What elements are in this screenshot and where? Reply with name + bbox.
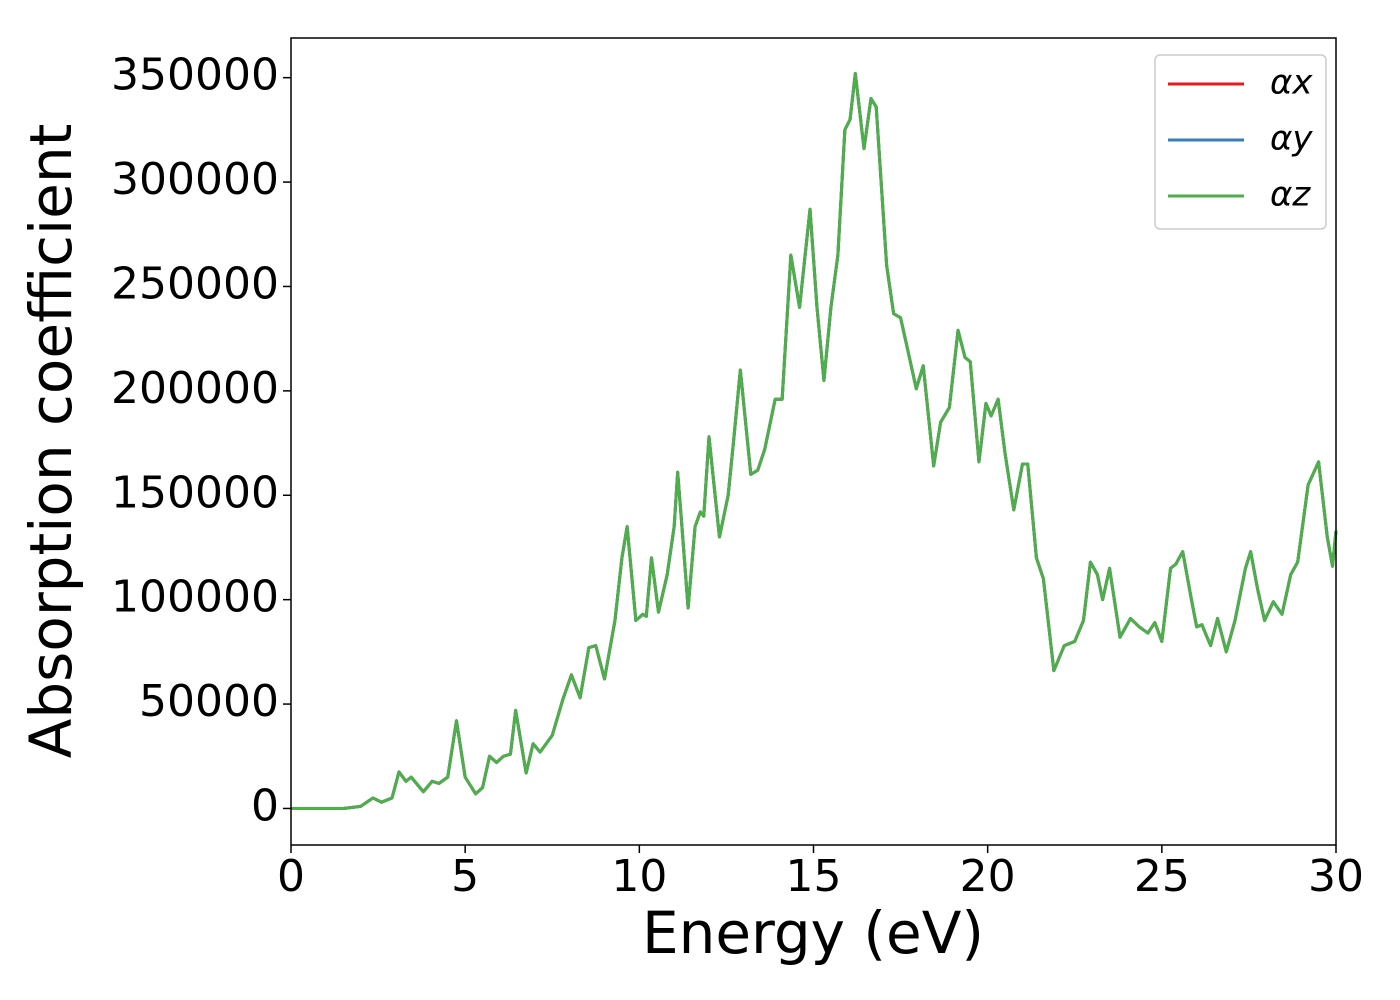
y-tick-label: 50000: [139, 676, 279, 727]
plot-frame: [290, 37, 1337, 846]
x-tick-label: 15: [786, 851, 842, 902]
legend-label: αz: [1270, 175, 1311, 215]
legend-label: αy: [1270, 119, 1313, 159]
data-line: [291, 72, 1338, 810]
legend-box: [1154, 54, 1327, 230]
x-tick-label: 30: [1308, 851, 1364, 902]
x-tick-label: 20: [960, 851, 1016, 902]
x-tick-label: 0: [277, 851, 305, 902]
y-tick-label: 350000: [111, 50, 279, 101]
y-tick-label: 0: [251, 780, 279, 831]
x-axis-label: Energy (eV): [642, 899, 984, 967]
y-tick-label: 300000: [111, 154, 279, 205]
x-tick-label: 5: [451, 851, 479, 902]
y-tick-label: 100000: [111, 572, 279, 623]
y-axis-label: Absorption coefficient: [17, 124, 85, 759]
y-tick-label: 150000: [111, 467, 279, 518]
x-tick-label: 10: [611, 851, 667, 902]
legend-label: αx: [1270, 63, 1313, 103]
y-tick-label: 250000: [111, 258, 279, 309]
x-tick-label: 25: [1134, 851, 1190, 902]
y-tick-label: 200000: [111, 363, 279, 414]
